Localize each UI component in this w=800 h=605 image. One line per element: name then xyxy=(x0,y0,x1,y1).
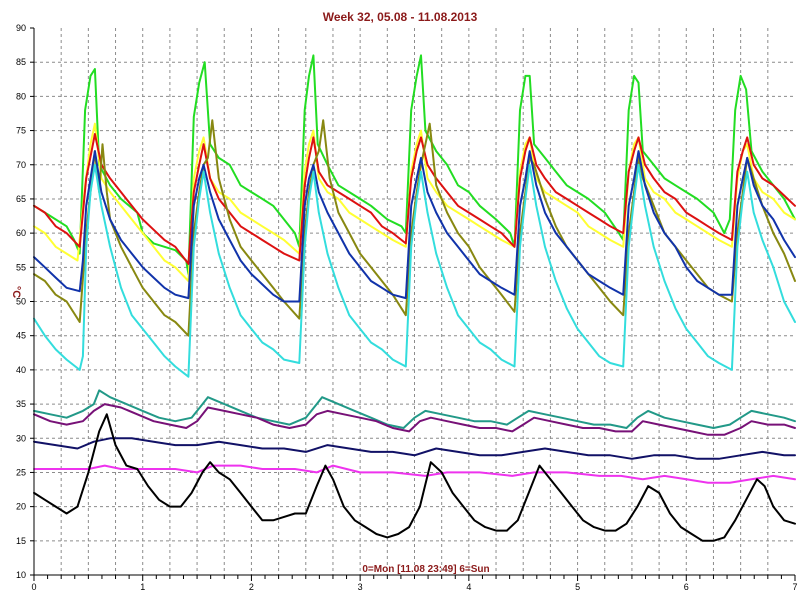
x-tick-label: 2 xyxy=(249,582,254,592)
y-tick-label: 90 xyxy=(16,23,26,33)
axes xyxy=(30,27,796,581)
y-tick-label: 85 xyxy=(16,57,26,67)
y-tick-label: 70 xyxy=(16,160,26,170)
y-tick-label: 30 xyxy=(16,433,26,443)
series-line-4 xyxy=(33,119,796,337)
grid xyxy=(34,28,795,575)
series-line-8 xyxy=(33,403,796,436)
series-line-7 xyxy=(33,389,796,429)
x-tick-label: 1 xyxy=(140,582,145,592)
y-tick-label: 25 xyxy=(16,467,26,477)
series-line-3 xyxy=(33,133,796,265)
y-tick-label: 10 xyxy=(16,570,26,580)
series-line-1 xyxy=(33,54,796,276)
y-tick-label: 15 xyxy=(16,536,26,546)
y-tick-label: 75 xyxy=(16,126,26,136)
x-tick-label: 3 xyxy=(358,582,363,592)
series-line-5 xyxy=(33,150,796,303)
series-line-6 xyxy=(33,163,796,378)
y-tick-label: 55 xyxy=(16,262,26,272)
series-line-10 xyxy=(33,464,796,484)
y-tick-label: 50 xyxy=(16,297,26,307)
series-layer xyxy=(33,54,796,542)
y-tick-label: 60 xyxy=(16,228,26,238)
series-line-9 xyxy=(33,437,796,460)
y-tick-label: 65 xyxy=(16,194,26,204)
series-line-11 xyxy=(33,413,796,542)
y-tick-label: 35 xyxy=(16,399,26,409)
x-tick-label: 7 xyxy=(792,582,797,592)
chart-title: Week 32, 05.08 - 11.08.2013 xyxy=(323,10,478,24)
x-tick-label: 6 xyxy=(684,582,689,592)
x-tick-label: 0 xyxy=(31,582,36,592)
series-line-2 xyxy=(33,122,796,282)
y-axis-label: °C xyxy=(10,286,22,298)
y-tick-label: 40 xyxy=(16,365,26,375)
y-tick-label: 80 xyxy=(16,91,26,101)
x-tick-label: 4 xyxy=(466,582,471,592)
y-tick-label: 20 xyxy=(16,502,26,512)
y-tick-label: 45 xyxy=(16,331,26,341)
chart-footer: 0=Mon [11.08 23:49] 6=Sun xyxy=(362,564,489,575)
x-tick-label: 5 xyxy=(575,582,580,592)
